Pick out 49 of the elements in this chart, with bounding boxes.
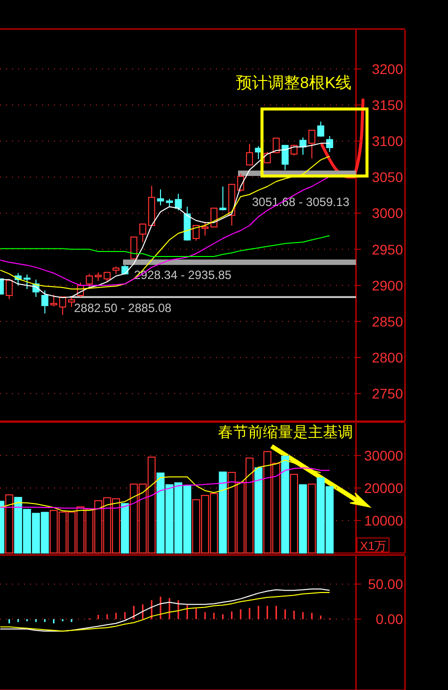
annotation: 春节前缩量是主基调 (218, 424, 353, 441)
line-series (0, 460, 322, 512)
bar (290, 474, 298, 554)
bar (308, 484, 316, 554)
candlestick (50, 294, 58, 307)
line-series (0, 235, 330, 257)
y-tick-label: 2950 (372, 241, 404, 258)
candlestick (139, 224, 146, 243)
candlestick (246, 143, 254, 166)
candlestick (317, 121, 324, 138)
bar (281, 456, 290, 554)
y-tick-label: 3150 (372, 97, 404, 114)
y-tick-label: 30000 (364, 448, 404, 464)
y-tick-label: 0.00 (376, 611, 404, 628)
line-series (0, 467, 330, 510)
candlestick (202, 221, 209, 236)
y-tick-label: 2800 (372, 350, 404, 366)
candlestick (272, 138, 280, 154)
candlestick (174, 193, 182, 211)
y-tick-label: 3200 (372, 60, 404, 77)
bar (254, 467, 262, 554)
candlestick (282, 144, 289, 170)
y-tick-label: 20000 (364, 480, 404, 496)
band-label: 2882.50 - 2885.08 (74, 301, 172, 315)
bar (298, 484, 307, 554)
y-tick-label: 2750 (372, 386, 404, 402)
candlestick (219, 186, 226, 211)
y-tick-label: 10000 (364, 512, 404, 528)
candlestick (41, 290, 48, 314)
candlestick (68, 296, 76, 308)
bar (120, 503, 129, 554)
candlestick (157, 188, 164, 206)
y-tick-label: 3000 (372, 205, 404, 222)
candlestick (308, 130, 316, 159)
y-axis-title: X1万 (360, 539, 387, 553)
y-tick-label: 50.00 (368, 576, 404, 592)
candlestick (130, 236, 138, 260)
candlestick (24, 274, 31, 290)
candlestick (326, 136, 334, 152)
candlestick (59, 296, 66, 316)
y-tick-label: 3050 (372, 169, 404, 186)
bar (218, 472, 227, 554)
annotation: 预计调整8根K线 (236, 74, 352, 92)
candlestick (192, 225, 200, 242)
y-tick-label: 3100 (372, 133, 404, 150)
y-tick-label: 2850 (372, 313, 404, 330)
y-tick-label: 2900 (372, 277, 404, 294)
candlestick (6, 280, 13, 300)
candlestick (104, 272, 111, 282)
